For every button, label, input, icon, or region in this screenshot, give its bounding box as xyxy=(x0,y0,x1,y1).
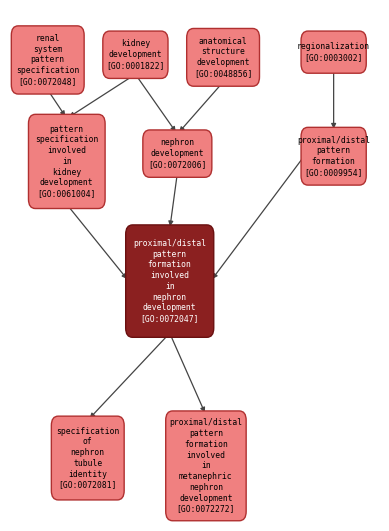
Text: proximal/distal
pattern
formation
[GO:0009954]: proximal/distal pattern formation [GO:00… xyxy=(297,135,370,177)
Text: proximal/distal
pattern
formation
involved
in
metanephric
nephron
development
[G: proximal/distal pattern formation involv… xyxy=(169,418,242,513)
Text: kidney
development
[GO:0001822]: kidney development [GO:0001822] xyxy=(106,39,165,70)
FancyBboxPatch shape xyxy=(126,225,214,337)
Text: nephron
development
[GO:0072006]: nephron development [GO:0072006] xyxy=(148,139,207,169)
FancyBboxPatch shape xyxy=(166,411,246,521)
FancyBboxPatch shape xyxy=(143,130,212,177)
Text: proximal/distal
pattern
formation
involved
in
nephron
development
[GO:0072047]: proximal/distal pattern formation involv… xyxy=(133,239,206,323)
FancyBboxPatch shape xyxy=(103,31,168,79)
Text: anatomical
structure
development
[GO:0048856]: anatomical structure development [GO:004… xyxy=(194,37,252,78)
FancyBboxPatch shape xyxy=(187,29,259,86)
FancyBboxPatch shape xyxy=(51,416,124,500)
Text: regionalization
[GO:0003002]: regionalization [GO:0003002] xyxy=(297,42,370,62)
Text: specification
of
nephron
tubule
identity
[GO:0072081]: specification of nephron tubule identity… xyxy=(56,427,119,490)
Text: pattern
specification
involved
in
kidney
development
[GO:0061004]: pattern specification involved in kidney… xyxy=(35,125,98,198)
FancyBboxPatch shape xyxy=(28,114,105,209)
Text: renal
system
pattern
specification
[GO:0072048]: renal system pattern specification [GO:0… xyxy=(16,34,79,86)
FancyBboxPatch shape xyxy=(11,26,84,94)
FancyBboxPatch shape xyxy=(301,31,366,73)
FancyBboxPatch shape xyxy=(301,127,366,185)
